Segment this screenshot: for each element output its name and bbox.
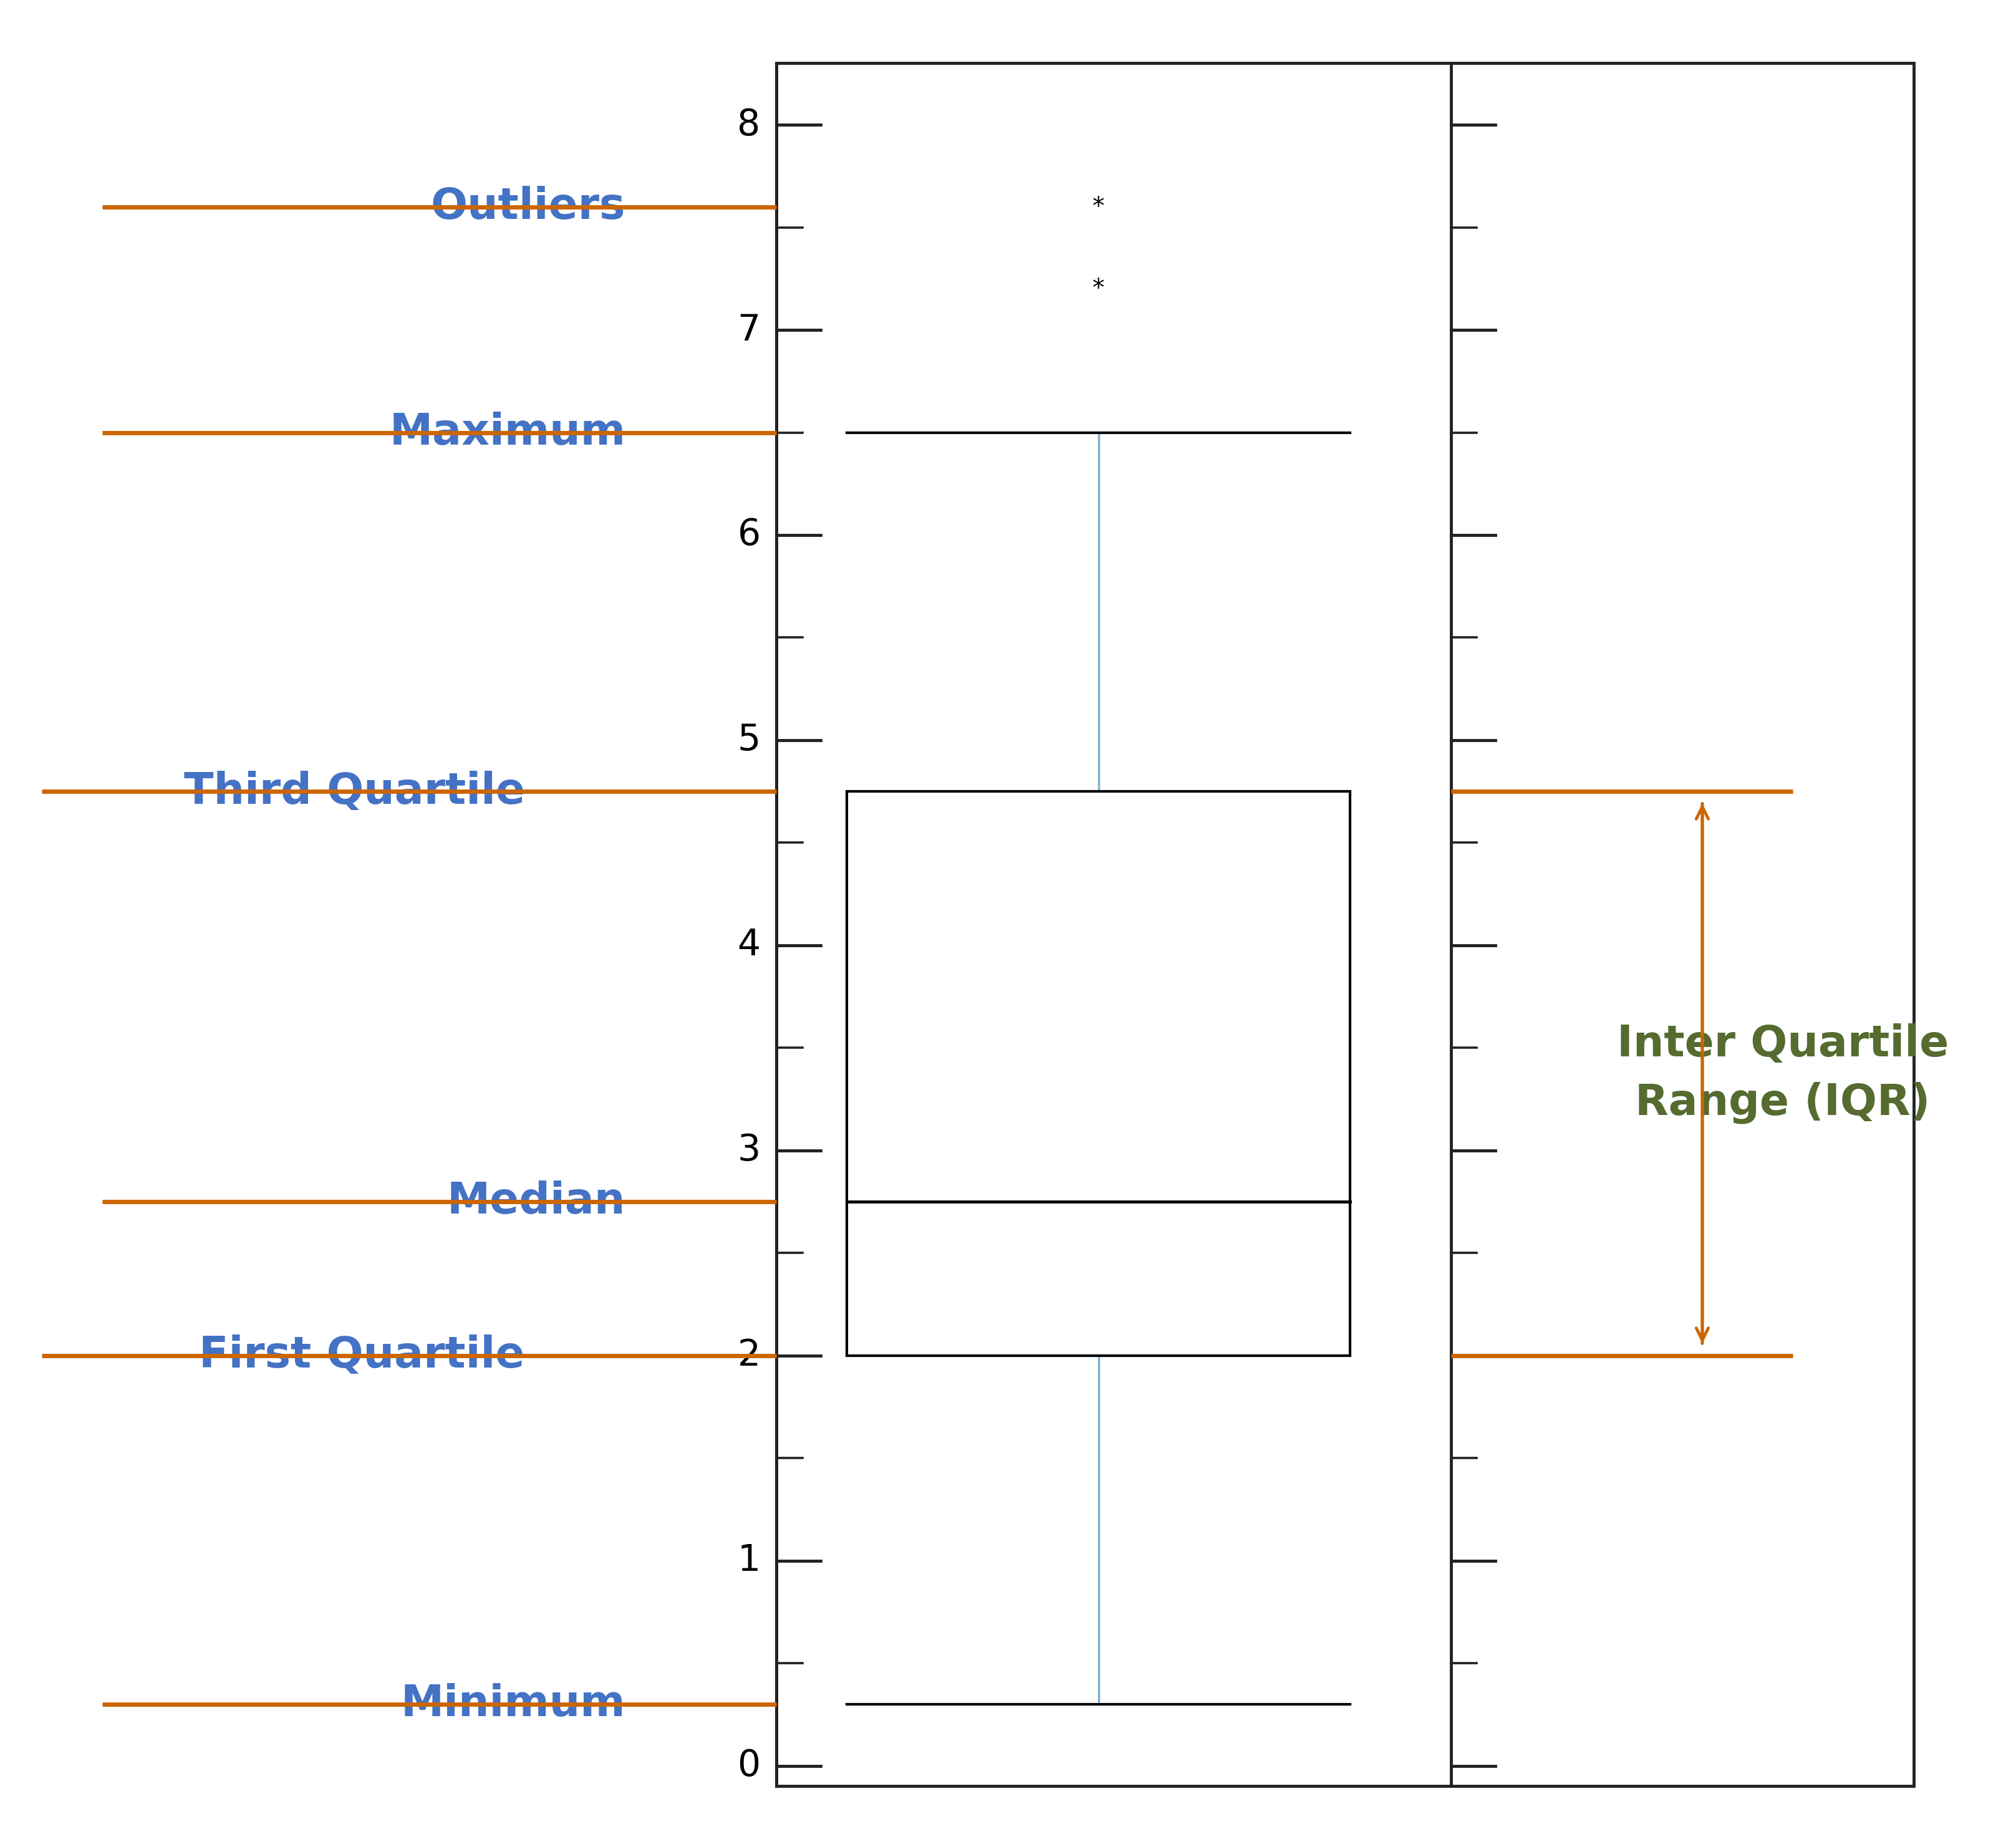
Text: 0: 0 — [738, 1749, 760, 1783]
Bar — [847, 792, 1351, 1355]
Text: *: * — [1093, 276, 1105, 300]
Text: Outliers: Outliers — [431, 187, 625, 229]
Text: Inter Quartile
Range (IQR): Inter Quartile Range (IQR) — [1617, 1022, 1949, 1123]
Text: 4: 4 — [738, 927, 760, 964]
Text: Minimum: Minimum — [401, 1683, 625, 1725]
Text: Third Quartile: Third Quartile — [183, 770, 524, 812]
Text: 1: 1 — [738, 1544, 760, 1578]
Text: 7: 7 — [738, 313, 760, 348]
Text: 5: 5 — [738, 722, 760, 757]
Text: 8: 8 — [738, 108, 760, 143]
Bar — [776, 64, 1913, 1787]
Text: Median: Median — [448, 1182, 625, 1222]
Text: First Quartile: First Quartile — [200, 1335, 524, 1377]
Text: *: * — [1093, 196, 1105, 219]
Text: 3: 3 — [738, 1132, 760, 1169]
Text: 2: 2 — [738, 1337, 760, 1374]
Text: 6: 6 — [738, 518, 760, 552]
Text: Maximum: Maximum — [389, 412, 625, 454]
